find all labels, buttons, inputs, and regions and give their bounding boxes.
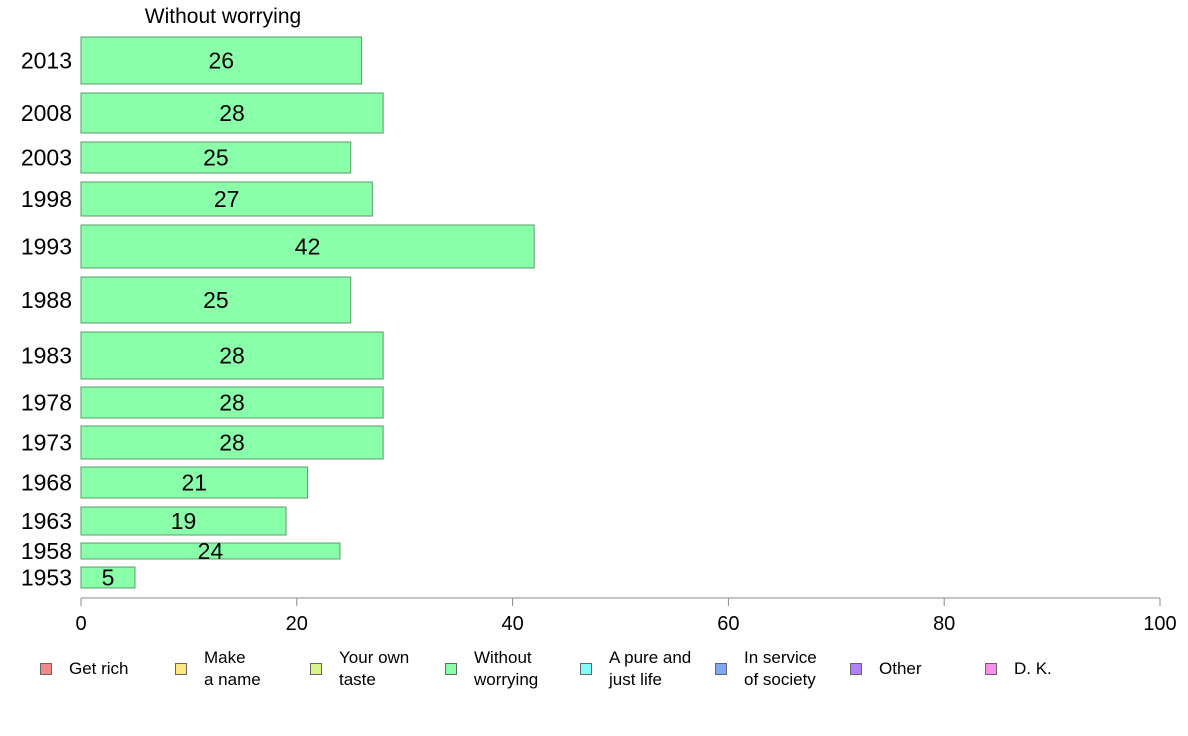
x-tick-label-0: 0 — [75, 613, 86, 635]
bar-2003 — [80, 141, 352, 174]
bar-1978 — [80, 386, 384, 419]
legend-swatch — [580, 663, 592, 675]
data-label-1988: 25 — [203, 287, 229, 313]
x-axis: 0 20 40 60 80 100 — [75, 597, 1177, 635]
bar-1963 — [80, 506, 287, 536]
data-label-1993: 42 — [295, 234, 321, 260]
y-label-1993: 1993 — [21, 234, 72, 260]
data-label-1953: 5 — [102, 565, 115, 591]
x-tick-label-80: 80 — [933, 613, 955, 635]
bar-1958 — [80, 542, 341, 560]
y-tick-labels: 2013 2008 2003 1998 1993 1988 1983 1978 1973 1968… — [21, 48, 72, 591]
panel-title: Without worrying — [144, 5, 302, 28]
legend-item: A pure and just life — [580, 646, 691, 692]
y-label-1978: 1978 — [21, 390, 72, 416]
legend: Get rich Make a name Your own taste Without… — [0, 646, 1188, 696]
bar-1988 — [80, 276, 352, 324]
y-label-1958: 1958 — [21, 538, 72, 564]
y-label-2008: 2008 — [21, 100, 72, 126]
data-label-1958: 24 — [198, 538, 224, 564]
legend-swatch — [310, 663, 322, 675]
legend-label: Without worrying — [474, 648, 539, 689]
legend-swatch — [40, 663, 52, 675]
legend-label: A pure and just life — [609, 648, 692, 689]
bar-1973 — [80, 425, 384, 460]
data-label-2013: 26 — [208, 48, 234, 74]
y-label-1973: 1973 — [21, 430, 72, 456]
y-label-1968: 1968 — [21, 470, 72, 496]
bar-1953 — [80, 566, 136, 589]
legend-label: In service of society — [744, 648, 817, 689]
legend-swatch — [445, 663, 457, 675]
legend-item: Get rich — [40, 646, 129, 692]
x-tick-label-100: 100 — [1143, 613, 1176, 635]
legend-swatch — [985, 663, 997, 675]
bar-2013 — [80, 36, 363, 85]
legend-label: Make a name — [204, 648, 261, 689]
data-label-1983: 28 — [219, 343, 245, 369]
x-tick-label-20: 20 — [286, 613, 308, 635]
legend-label: Get rich — [69, 659, 129, 678]
legend-item: Make a name — [175, 646, 261, 692]
legend-item: D. K. — [985, 646, 1052, 692]
legend-item: Other — [850, 646, 922, 692]
y-label-2003: 2003 — [21, 145, 72, 171]
data-label-2003: 25 — [203, 145, 229, 171]
data-label-1968: 21 — [181, 470, 207, 496]
y-label-1953: 1953 — [21, 565, 72, 591]
legend-swatch — [850, 663, 862, 675]
legend-item: In service of society — [715, 646, 817, 692]
y-label-2013: 2013 — [21, 48, 72, 74]
y-label-1988: 1988 — [21, 287, 72, 313]
bar-1998 — [80, 181, 373, 217]
x-tick-label-60: 60 — [717, 613, 739, 635]
legend-item: Your own taste — [310, 646, 409, 692]
data-label-1963: 19 — [171, 508, 197, 534]
data-label-1978: 28 — [219, 390, 245, 416]
x-tick-label-40: 40 — [501, 613, 523, 635]
y-label-1998: 1998 — [21, 186, 72, 212]
bar-1983 — [80, 331, 384, 380]
y-label-1983: 1983 — [21, 343, 72, 369]
data-label-1998: 27 — [214, 186, 240, 212]
legend-swatch — [175, 663, 187, 675]
legend-label: Other — [879, 659, 922, 678]
y-label-1963: 1963 — [21, 508, 72, 534]
bar-2008 — [80, 92, 384, 134]
bar-1968 — [80, 466, 309, 499]
data-label-2008: 28 — [219, 100, 245, 126]
legend-item: Without worrying — [445, 646, 538, 692]
legend-label: Your own taste — [339, 648, 410, 689]
legend-swatch — [715, 663, 727, 675]
legend-label: D. K. — [1014, 659, 1052, 678]
data-label-1973: 28 — [219, 430, 245, 456]
bar-1993 — [80, 224, 535, 269]
